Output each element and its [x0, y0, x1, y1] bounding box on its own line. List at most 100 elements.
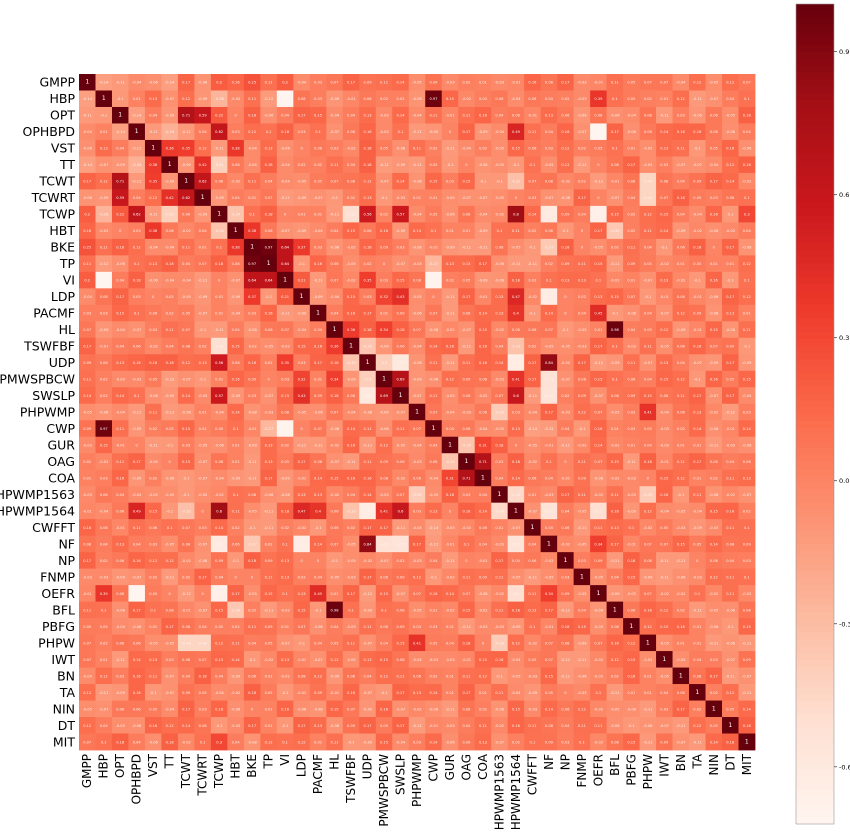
- cell-value-label: -0.06: [577, 674, 587, 678]
- cell-value-label: 0.11: [149, 411, 157, 415]
- cell-value-label: 0.02: [578, 180, 586, 184]
- heatmap-cell: [606, 304, 624, 322]
- cell-value-label: -0.09: [676, 229, 686, 233]
- cell-value-label: 0.07: [331, 180, 339, 184]
- heatmap-cell: [705, 271, 723, 289]
- heatmap-cell: [260, 205, 278, 223]
- cell-value-label: -0.04: [214, 411, 224, 415]
- heatmap-cell: [441, 156, 459, 174]
- cell-value-label: 0.32: [298, 378, 306, 382]
- heatmap-cell: [144, 321, 162, 339]
- cell-value-label: -0.09: [643, 575, 653, 579]
- heatmap-cell: [128, 288, 146, 306]
- cell-value-label: 0.17: [347, 81, 355, 85]
- heatmap-cell: [590, 238, 608, 256]
- cell-value-label: 1: [267, 260, 271, 267]
- cell-value-label: 0.11: [627, 361, 635, 365]
- cell-value-label: -0.1: [282, 724, 289, 728]
- cell-value-label: 0.11: [677, 394, 685, 398]
- heatmap-cell: [177, 139, 195, 157]
- cell-value-label: -0.04: [214, 476, 224, 480]
- cell-value-label: 0.12: [133, 246, 141, 250]
- cell-value-label: 0.09: [314, 394, 323, 398]
- cell-value-label: -0.03: [429, 658, 438, 662]
- cell-value-label: 0.18: [364, 328, 373, 332]
- cell-value-label: -0.01: [693, 328, 702, 332]
- cell-value-label: 0.09: [479, 575, 488, 579]
- cell-value-label: 0.04: [644, 246, 653, 250]
- cell-value-label: 0.07: [644, 81, 652, 85]
- cell-value-label: -0.5: [595, 509, 602, 513]
- heatmap-cell: [342, 288, 360, 306]
- heatmap-cell: [227, 387, 245, 405]
- heatmap-cell: [243, 222, 261, 240]
- cell-value-label: 0.12: [331, 658, 339, 662]
- cell-value-label: 0.14: [429, 691, 438, 695]
- cell-value-label: 0.02: [479, 147, 487, 151]
- cell-value-label: 0.08: [281, 411, 290, 415]
- cell-value-label: -0.44: [643, 180, 653, 184]
- cell-value-label: 0.09: [660, 740, 669, 744]
- cell-value-label: 0.04: [561, 509, 570, 513]
- heatmap-cell: [722, 387, 739, 405]
- cell-value-label: -0.04: [280, 163, 290, 167]
- heatmap-cell: [722, 189, 739, 207]
- cell-value-label: 0.08: [462, 213, 471, 217]
- cell-value-label: 0.06: [479, 411, 488, 415]
- heatmap-cell: [177, 387, 195, 405]
- heatmap-cell: [656, 354, 673, 372]
- colorbar-segment: [796, 24, 834, 32]
- cell-value-label: -0.1: [216, 724, 223, 728]
- cell-value-label: -0.05: [346, 542, 355, 546]
- cell-value-label: 0.15: [347, 229, 355, 233]
- cell-value-label: -0.34: [445, 460, 455, 464]
- cell-value-label: 0.07: [265, 196, 273, 200]
- cell-value-label: 0.03: [100, 476, 108, 480]
- cell-value-label: 0.03: [314, 97, 322, 101]
- cell-value-label: -0.11: [676, 724, 685, 728]
- heatmap-cell: [540, 189, 558, 207]
- heatmap-cell: [194, 90, 212, 108]
- cell-value-label: 0.18: [199, 674, 208, 678]
- cell-value-label: 0.17: [710, 674, 718, 678]
- cell-value-label: -0.04: [660, 411, 670, 415]
- heatmap-cell: [326, 337, 344, 355]
- cell-value-label: -0.04: [396, 740, 406, 744]
- cell-value-label: 0.11: [429, 361, 437, 365]
- cell-value-label: 0.15: [660, 476, 668, 480]
- heatmap-cell: [590, 222, 608, 240]
- cell-value-label: 0.39: [594, 97, 603, 101]
- heatmap-cell: [458, 238, 476, 256]
- column-label: VST: [146, 753, 160, 777]
- column-label: OAG: [459, 754, 473, 781]
- cell-value-label: 0.11: [331, 163, 339, 167]
- cell-value-label: 0.05: [710, 724, 718, 728]
- colorbar-tick-label: 0.9: [839, 48, 849, 56]
- heatmap-cell: [227, 321, 245, 339]
- cell-value-label: -0.11: [561, 608, 570, 612]
- cell-value-label: -0.08: [83, 196, 93, 200]
- heatmap-cell: [392, 304, 410, 322]
- heatmap-cell: [276, 189, 294, 207]
- heatmap-cell: [392, 387, 410, 405]
- heatmap-cell: [441, 222, 459, 240]
- heatmap-cell: [557, 337, 575, 355]
- cell-value-label: 0.04: [495, 114, 504, 118]
- cell-value-label: 0.04: [281, 114, 290, 118]
- cell-value-label: 0.04: [116, 493, 125, 497]
- heatmap-cell: [293, 123, 311, 141]
- heatmap-cell: [557, 106, 575, 124]
- cell-value-label: 0.1: [249, 213, 255, 217]
- cell-value-label: -0.09: [231, 674, 241, 678]
- cell-value-label: -0.04: [116, 411, 126, 415]
- heatmap-cell: [540, 172, 558, 190]
- cell-value-label: 0.04: [116, 147, 125, 151]
- cell-value-label: 0.14: [479, 312, 488, 316]
- cell-value-label: 0.11: [248, 97, 256, 101]
- cell-value-label: 0.08: [347, 674, 356, 678]
- heatmap-cell: [623, 74, 640, 91]
- colorbar-segment: [796, 803, 834, 811]
- heatmap-cell: [342, 172, 360, 190]
- cell-value-label: 0.11: [364, 460, 372, 464]
- cell-value-label: -0.12: [594, 361, 603, 365]
